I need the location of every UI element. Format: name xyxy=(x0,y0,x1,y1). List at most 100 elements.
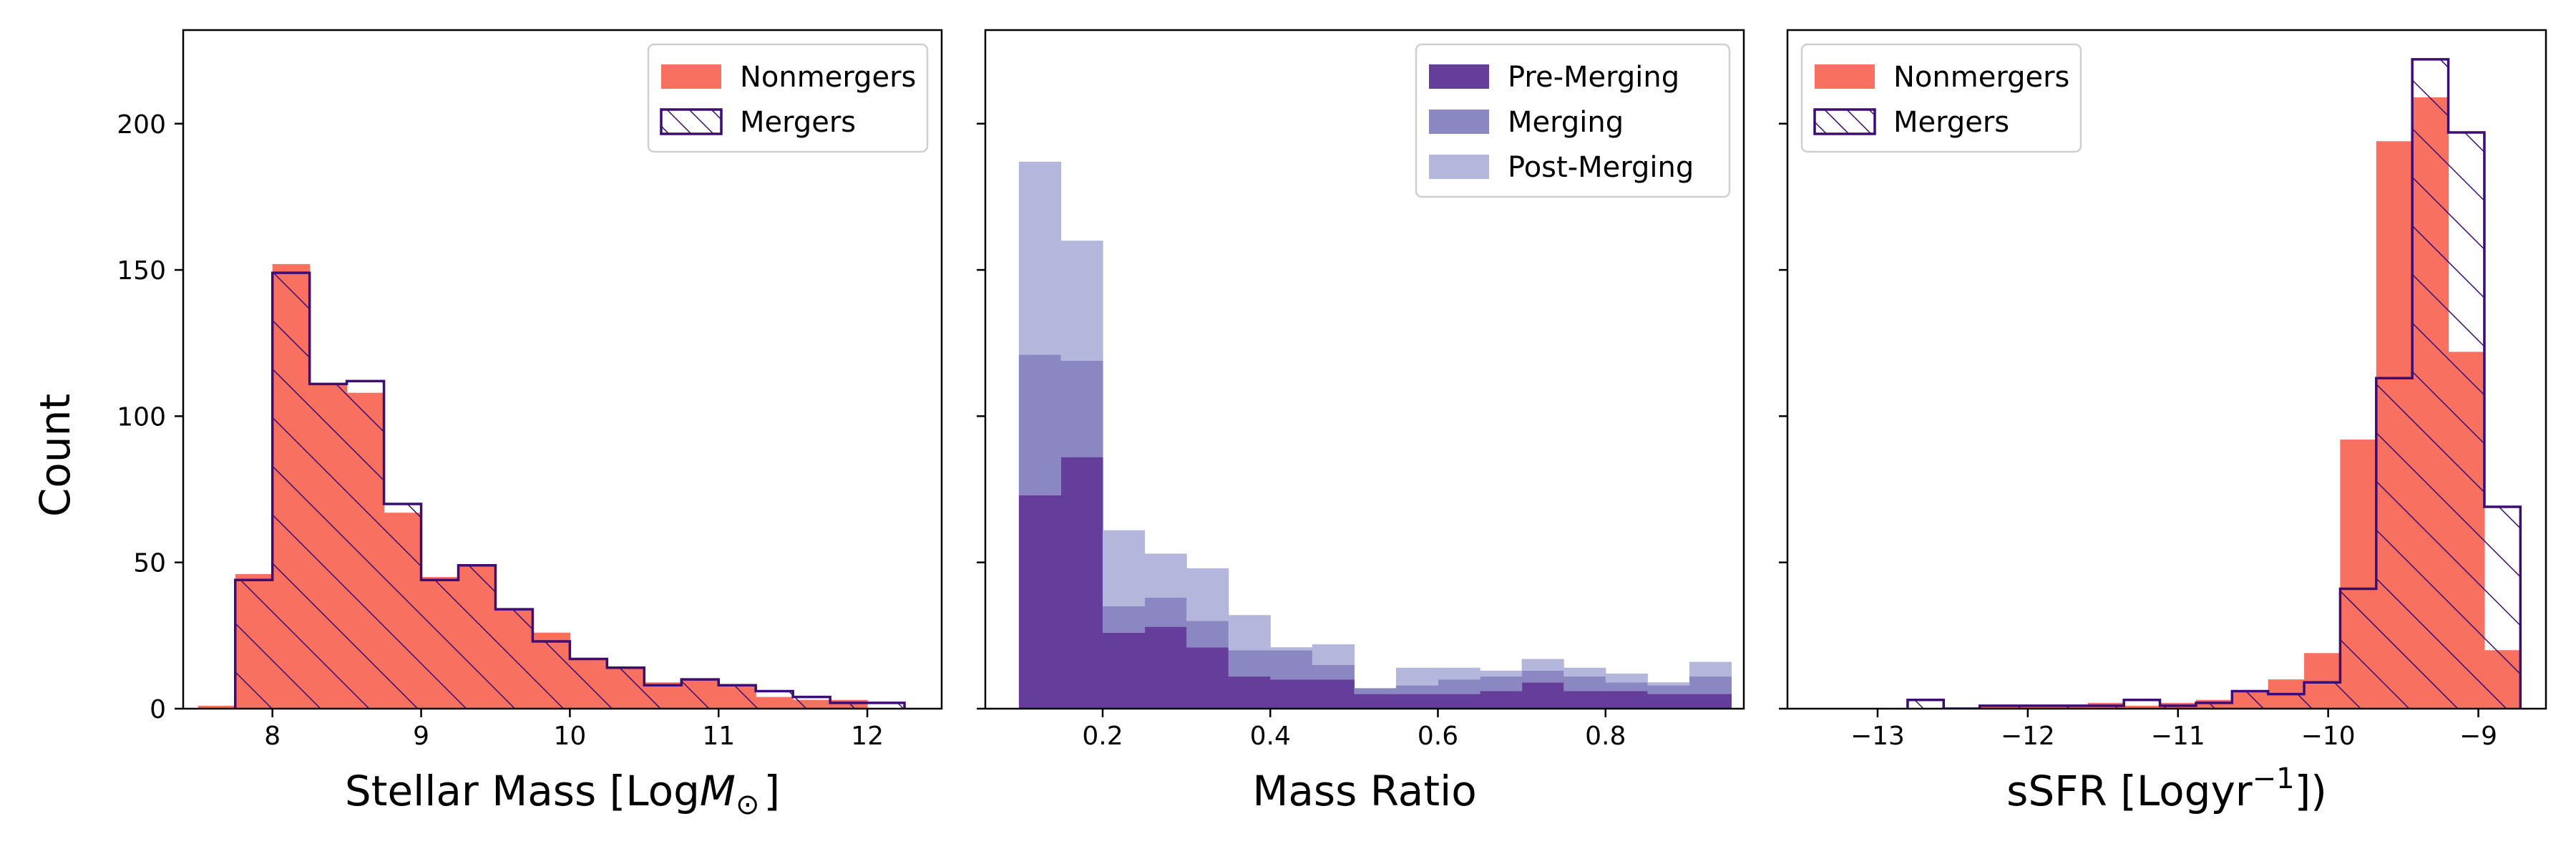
bar-pre-merging-10 xyxy=(1438,694,1480,709)
legend-label: Nonmergers xyxy=(1893,61,2069,94)
bar-merging-4 xyxy=(1186,621,1229,648)
bar-post-merging-16 xyxy=(1689,661,1732,677)
y-tick-label: 100 xyxy=(117,402,166,432)
bar-post-merging-11 xyxy=(1480,670,1523,677)
panel-3: −13 −12 −11 −10 −9 sSFR [Logyr−1]) Nonmergers M… xyxy=(1779,29,2547,815)
bar-merging-16 xyxy=(1689,676,1732,694)
x-label-part: sSFR [Logyr xyxy=(2006,767,2253,815)
bar-pre-merging-1 xyxy=(1060,457,1103,709)
bar-pre-merging-0 xyxy=(1018,495,1062,709)
legend-swatch-mergers xyxy=(1813,108,1876,135)
bar-merging-10 xyxy=(1438,679,1480,694)
mergers-step-outline xyxy=(1906,58,2522,709)
bar-pre-merging-14 xyxy=(1605,691,1648,709)
bar-merging-15 xyxy=(1647,685,1690,694)
x-tick-label: 11 xyxy=(702,722,735,751)
bar-pre-merging-12 xyxy=(1521,682,1564,709)
bar-post-merging-5 xyxy=(1228,615,1271,651)
bar-post-merging-9 xyxy=(1395,667,1439,686)
legend-box xyxy=(1415,43,1731,198)
x-axis-label: Mass Ratio xyxy=(1252,767,1476,815)
axes-frame xyxy=(1786,29,2547,710)
bar-merging-7 xyxy=(1312,664,1355,680)
legend: Nonmergers Mergers xyxy=(1800,43,2082,153)
bar-pre-merging-3 xyxy=(1144,626,1187,709)
legend-label: Mergers xyxy=(1893,106,2009,139)
x-tick-label: 10 xyxy=(553,722,586,751)
bar-post-merging-4 xyxy=(1186,568,1229,621)
x-tick-label: −9 xyxy=(2459,722,2497,751)
bar-merging-12 xyxy=(1521,670,1564,683)
mergers-hatch-area xyxy=(1907,59,2521,709)
bar-post-merging-15 xyxy=(1647,682,1690,686)
legend-label: Post-Merging xyxy=(1508,151,1694,184)
bar-nonmergers-0 xyxy=(197,705,236,709)
bar-post-merging-3 xyxy=(1144,553,1187,598)
x-label-part: ⊙ xyxy=(736,788,760,821)
x-tick-label: −12 xyxy=(2001,722,2055,751)
legend-swatch-merging xyxy=(1429,110,1489,134)
bar-post-merging-1 xyxy=(1060,241,1103,361)
y-tick-label: 200 xyxy=(117,110,166,140)
plot-area xyxy=(197,263,906,709)
x-tick-label: 0.4 xyxy=(1250,722,1291,751)
legend-swatch-post-merging xyxy=(1429,155,1489,179)
x-axis-label: sSFR [Logyr−1]) xyxy=(2006,762,2327,815)
bar-pre-merging-5 xyxy=(1228,676,1271,709)
mergers-step-outline xyxy=(233,271,906,709)
bar-merging-3 xyxy=(1144,597,1187,627)
x-tick-label: 12 xyxy=(851,722,884,751)
bar-merging-9 xyxy=(1395,685,1439,694)
panel-2: 0.2 0.4 0.6 0.8 Mass Ratio Pre-Merging Merging… xyxy=(977,29,1745,815)
legend-swatch-nonmergers xyxy=(1815,64,1875,89)
axes-frame xyxy=(182,29,943,710)
x-tick-label: 0.8 xyxy=(1585,722,1626,751)
y-tick-label: 50 xyxy=(133,549,166,578)
y-tick-label: 150 xyxy=(117,256,166,286)
x-tick-label: 8 xyxy=(264,722,280,751)
bar-pre-merging-7 xyxy=(1312,679,1355,709)
bar-pre-merging-13 xyxy=(1563,691,1606,709)
bar-merging-1 xyxy=(1060,360,1103,457)
bar-post-merging-12 xyxy=(1521,659,1564,671)
panel-1: 8 9 10 11 12 0 50 100 150 200 Stellar Mass [LogM⊙]… xyxy=(117,29,943,821)
bar-post-merging-0 xyxy=(1018,161,1062,355)
bar-pre-merging-11 xyxy=(1480,691,1523,709)
bar-pre-merging-4 xyxy=(1186,647,1229,709)
bar-post-merging-6 xyxy=(1270,647,1313,651)
bar-pre-merging-16 xyxy=(1689,694,1732,709)
legend-swatch-nonmergers xyxy=(661,64,721,89)
x-tick-label: 0.2 xyxy=(1082,722,1123,751)
x-tick-label: −10 xyxy=(2301,722,2356,751)
x-label-part: ]) xyxy=(2295,767,2327,815)
y-axis-label: Count xyxy=(31,394,79,517)
bar-merging-2 xyxy=(1102,606,1146,633)
bar-merging-13 xyxy=(1563,676,1606,691)
legend-swatch-mergers xyxy=(660,108,723,135)
plot-area xyxy=(1018,161,1732,709)
x-tick-label: 0.6 xyxy=(1418,722,1458,751)
x-tick-label: 9 xyxy=(413,722,429,751)
x-tick-label: −13 xyxy=(1850,722,1905,751)
bar-merging-14 xyxy=(1605,682,1648,691)
x-label-part: ] xyxy=(763,767,780,815)
x-label-part: Stellar Mass [Log xyxy=(345,767,700,815)
bar-pre-merging-6 xyxy=(1270,679,1313,709)
legend: Pre-Merging Merging Post-Merging xyxy=(1415,43,1731,198)
bar-merging-5 xyxy=(1228,650,1271,677)
x-label-part: −1 xyxy=(2253,762,2295,795)
legend-swatch-pre-merging xyxy=(1429,64,1489,89)
legend-label: Merging xyxy=(1508,106,1624,139)
bar-merging-11 xyxy=(1480,676,1523,691)
bar-pre-merging-8 xyxy=(1354,694,1397,709)
axes-frame xyxy=(984,29,1745,710)
bar-merging-8 xyxy=(1354,688,1397,694)
y-tick-label: 0 xyxy=(150,695,166,724)
bar-pre-merging-2 xyxy=(1102,632,1146,709)
mergers-hatch-area xyxy=(235,273,905,709)
plot-area xyxy=(1906,58,2522,709)
bar-post-merging-10 xyxy=(1438,667,1480,680)
bar-pre-merging-9 xyxy=(1395,694,1439,709)
bar-post-merging-2 xyxy=(1102,530,1146,606)
